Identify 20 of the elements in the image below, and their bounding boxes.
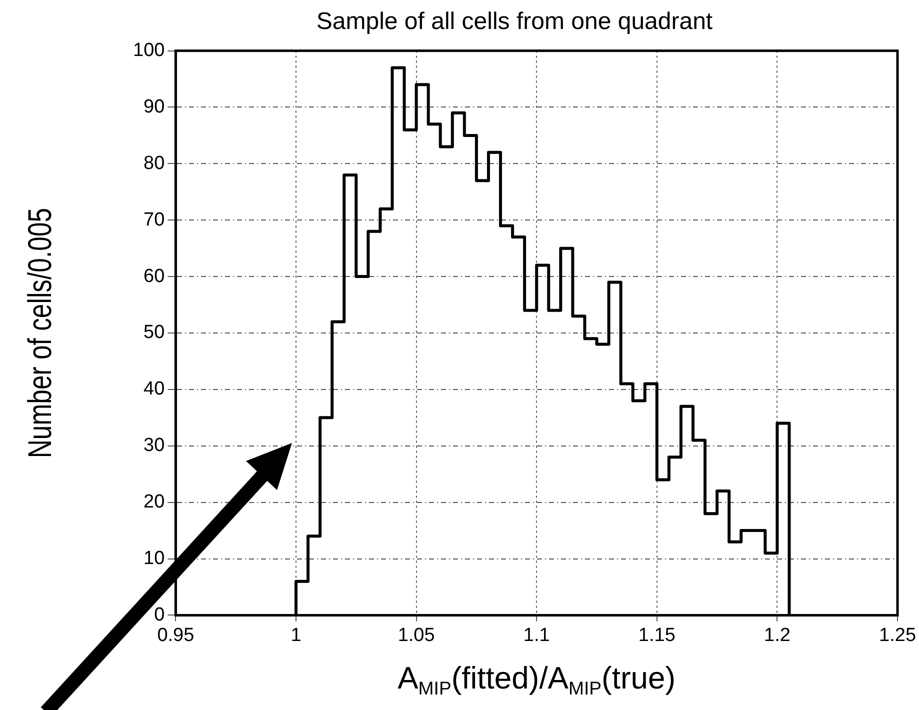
y-tick-label: 0 [154, 604, 165, 626]
x-tick-label: 1.1 [523, 624, 550, 646]
y-tick-label: 100 [133, 40, 165, 62]
x-tick-label: 1.2 [764, 624, 790, 646]
y-tick-label: 10 [144, 548, 165, 569]
y-tick-label: 50 [144, 322, 165, 344]
x-tick-label: 1.15 [638, 624, 676, 646]
x-tick-label: 1.25 [879, 624, 916, 646]
y-tick-label: 80 [144, 152, 165, 174]
x-tick-label: 1.05 [398, 624, 435, 646]
x-tick-label: 1 [290, 624, 302, 646]
y-tick-label: 90 [144, 96, 165, 118]
y-tick-label: 70 [144, 209, 165, 230]
y-tick-label: 30 [144, 435, 165, 456]
chart-title: Sample of all cells from one quadrant [316, 8, 713, 36]
y-axis-title: Number of cells/0.005 [22, 208, 59, 458]
y-tick-label: 40 [144, 378, 165, 400]
y-tick-label: 60 [144, 266, 165, 287]
x-tick-label: 0.95 [157, 624, 194, 646]
y-tick-label: 20 [144, 492, 165, 513]
